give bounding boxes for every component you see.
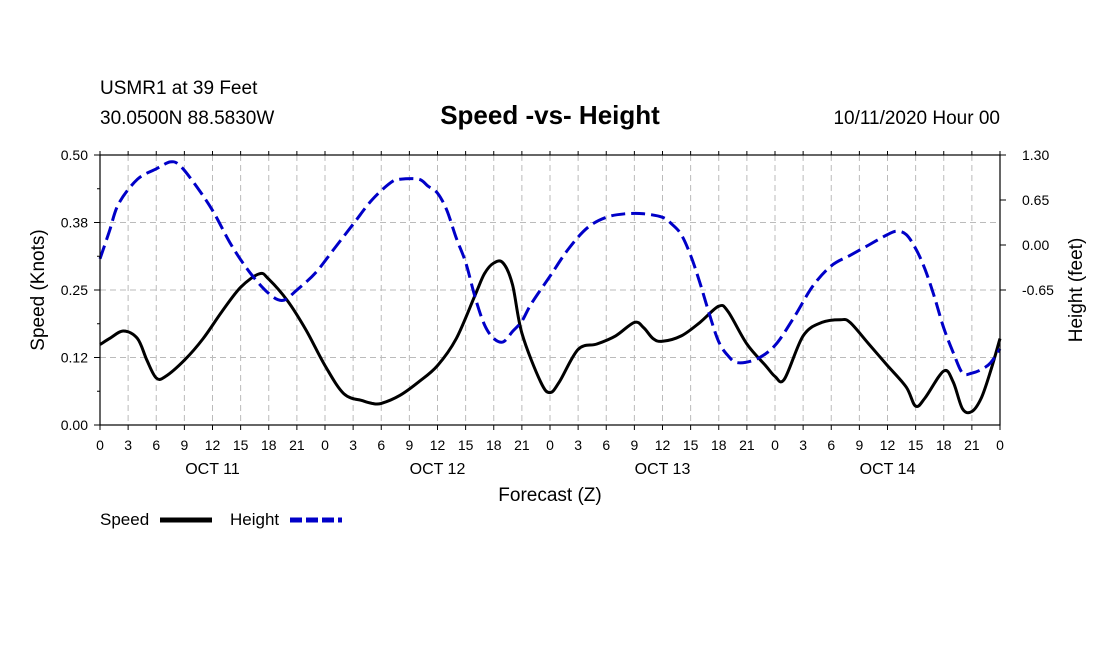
x-tick-label: 21 xyxy=(514,437,530,453)
grid-lines xyxy=(100,155,1000,425)
x-tick-label: 18 xyxy=(711,437,727,453)
x-tick-label: 9 xyxy=(180,437,188,453)
x-tick-label: 21 xyxy=(964,437,980,453)
legend-speed-label: Speed xyxy=(100,510,149,529)
left-axis: 0.00 0.12 0.25 0.38 0.50 xyxy=(61,147,100,433)
x-axis-label: Forecast (Z) xyxy=(498,485,601,506)
x-tick-label: 12 xyxy=(880,437,896,453)
x-tick-label: 15 xyxy=(233,437,249,453)
x-tick-label: 12 xyxy=(205,437,221,453)
left-tick-label: 0.38 xyxy=(61,215,88,231)
x-tick-label: 21 xyxy=(739,437,755,453)
x-tick-label: 18 xyxy=(261,437,277,453)
location-label: 30.0500N 88.5830W xyxy=(100,108,274,129)
x-tick-label: 3 xyxy=(799,437,807,453)
x-tick-label: 0 xyxy=(771,437,779,453)
x-tick-label: 9 xyxy=(405,437,413,453)
x-tick-label: 6 xyxy=(602,437,610,453)
station-label: USMR1 at 39 Feet xyxy=(100,78,258,99)
x-tick-label: 3 xyxy=(349,437,357,453)
right-tick-label: 0.00 xyxy=(1022,237,1049,253)
x-day-label: OCT 12 xyxy=(410,461,466,478)
x-tick-label: 0 xyxy=(96,437,104,453)
series-line-speed xyxy=(99,259,1002,415)
x-tick-label: 0 xyxy=(321,437,329,453)
x-axis: 0 3 6 9 12 15 18 21 0 3 6 9 12 15 18 21 0 3 6 9 12 15 18 21 0 3 6 9… xyxy=(96,151,1004,478)
x-day-label: OCT 14 xyxy=(860,461,916,478)
series-layer xyxy=(98,160,1002,415)
x-tick-label: 3 xyxy=(574,437,582,453)
x-tick-label: 6 xyxy=(152,437,160,453)
legend: Speed Height xyxy=(100,510,342,529)
x-tick-label: 6 xyxy=(827,437,835,453)
y-axis-right-label: Height (feet) xyxy=(1066,238,1087,343)
y-axis-left-label: Speed (Knots) xyxy=(28,229,49,350)
left-tick-label: 0.25 xyxy=(61,282,88,298)
x-tick-label: 6 xyxy=(377,437,385,453)
left-tick-label: 0.12 xyxy=(61,350,88,366)
right-tick-label: 0.65 xyxy=(1022,192,1049,208)
x-tick-label: 21 xyxy=(289,437,305,453)
x-tick-label: 15 xyxy=(908,437,924,453)
x-tick-label: 9 xyxy=(630,437,638,453)
x-tick-label: 15 xyxy=(458,437,474,453)
x-tick-label: 12 xyxy=(655,437,671,453)
legend-height-label: Height xyxy=(230,510,279,529)
right-axis: 1.30 0.65 0.00 -0.65 xyxy=(1000,147,1054,298)
x-tick-label: 9 xyxy=(855,437,863,453)
x-tick-label: 0 xyxy=(546,437,554,453)
x-tick-label: 18 xyxy=(486,437,502,453)
x-day-label: OCT 11 xyxy=(185,461,240,478)
x-tick-label: 12 xyxy=(430,437,446,453)
chart-title: Speed -vs- Height xyxy=(440,100,660,130)
right-tick-label: -0.65 xyxy=(1022,282,1054,298)
series-line-height xyxy=(98,160,1002,377)
x-tick-label: 18 xyxy=(936,437,952,453)
datetime-label: 10/11/2020 Hour 00 xyxy=(833,108,1000,129)
x-tick-label: 0 xyxy=(996,437,1004,453)
x-tick-label: 3 xyxy=(124,437,132,453)
left-tick-label: 0.00 xyxy=(61,417,88,433)
x-day-label: OCT 13 xyxy=(635,461,691,478)
x-tick-label: 15 xyxy=(683,437,699,453)
left-tick-label: 0.50 xyxy=(61,147,88,163)
right-tick-label: 1.30 xyxy=(1022,147,1049,163)
